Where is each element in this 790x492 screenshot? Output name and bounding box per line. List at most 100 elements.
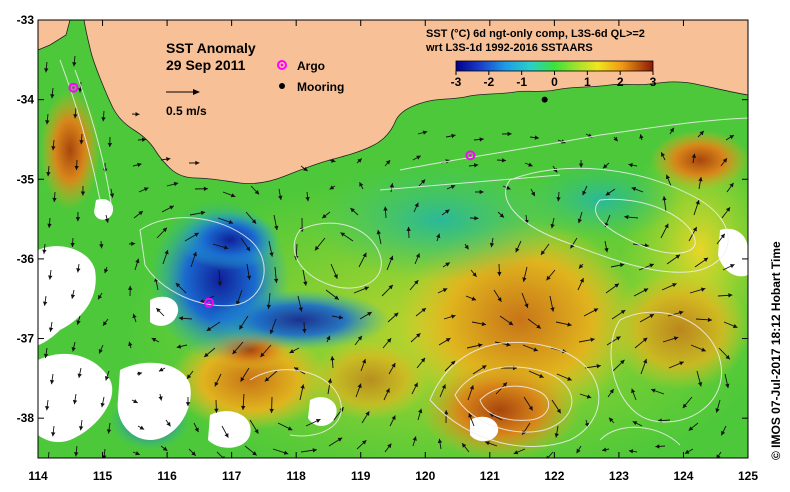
current-arrow-icon	[354, 335, 363, 346]
current-arrow-icon	[555, 321, 572, 327]
current-arrow-icon	[193, 422, 199, 433]
current-arrow-icon	[602, 162, 610, 169]
current-arrow-icon	[128, 241, 136, 247]
current-arrow-icon	[328, 158, 336, 163]
current-arrow-icon	[353, 286, 370, 294]
current-arrow-icon	[690, 344, 706, 352]
current-arrow-icon	[297, 295, 303, 312]
current-arrow-icon	[437, 288, 448, 294]
current-arrow-icon	[441, 209, 450, 216]
current-vectors	[42, 55, 738, 458]
current-arrow-icon	[605, 188, 616, 196]
current-arrow-icon	[222, 191, 236, 198]
x-axis: 114 115 116 117 118 119 120 121 122 123 124 125	[28, 20, 758, 483]
current-arrow-icon	[628, 162, 638, 168]
current-arrow-icon	[277, 422, 293, 431]
argo-float-icon	[204, 297, 215, 308]
current-arrow-icon	[613, 136, 619, 142]
current-arrow-icon	[577, 211, 583, 224]
current-arrow-icon	[48, 269, 53, 280]
x-tick-label: 116	[157, 469, 177, 483]
current-arrow-icon	[384, 159, 391, 167]
x-tick-label: 120	[415, 469, 435, 483]
current-arrow-icon	[156, 227, 168, 239]
current-arrow-icon	[414, 253, 420, 265]
current-arrow-icon	[633, 288, 649, 297]
current-arrow-icon	[602, 447, 610, 452]
current-arrow-icon	[43, 347, 49, 359]
current-arrow-icon	[497, 263, 502, 277]
colorbar-tick-label: -2	[483, 75, 494, 89]
current-arrow-icon	[522, 266, 528, 282]
current-arrow-icon	[631, 187, 644, 193]
current-arrow-icon	[461, 442, 470, 453]
current-arrow-icon	[556, 191, 561, 202]
current-arrow-icon	[266, 292, 272, 309]
current-arrow-icon	[305, 191, 310, 202]
current-arrow-icon	[78, 419, 84, 431]
current-arrow-icon	[376, 229, 382, 245]
current-arrow-icon	[214, 373, 222, 387]
current-arrow-icon	[104, 214, 110, 223]
current-arrow-icon	[389, 183, 394, 193]
current-arrow-icon	[73, 107, 78, 119]
current-arrow-icon	[416, 357, 426, 369]
current-arrow-icon	[524, 162, 533, 167]
current-arrow-icon	[250, 185, 260, 195]
current-arrow-icon	[268, 240, 274, 257]
current-arrow-icon	[554, 425, 559, 438]
current-arrow-icon	[530, 188, 536, 197]
current-arrow-icon	[158, 393, 163, 401]
current-arrow-icon	[302, 321, 307, 334]
current-arrow-icon	[527, 318, 542, 329]
current-arrow-icon	[160, 445, 168, 452]
current-arrow-icon	[100, 396, 105, 408]
current-arrow-icon	[51, 139, 56, 151]
current-arrow-icon	[327, 378, 333, 395]
current-arrow-icon	[49, 373, 55, 385]
current-arrow-icon	[300, 448, 317, 453]
current-arrow-icon	[628, 449, 638, 454]
current-arrow-icon	[387, 312, 399, 323]
current-arrow-icon	[42, 295, 48, 306]
current-arrow-icon	[361, 411, 370, 424]
current-arrow-icon	[502, 185, 511, 190]
current-arrow-icon	[474, 189, 484, 195]
current-arrow-icon	[639, 134, 644, 141]
current-arrow-icon	[578, 159, 584, 168]
current-arrow-icon	[638, 263, 655, 271]
current-arrow-icon	[696, 370, 703, 387]
current-arrow-icon	[132, 313, 137, 323]
current-arrow-icon	[493, 289, 502, 302]
colorbar-title-2: wrt L3S-1d 1992-2016 SSTAARS	[425, 42, 593, 54]
current-arrow-icon	[660, 152, 666, 161]
current-arrow-icon	[715, 399, 721, 413]
current-arrow-icon	[724, 373, 730, 389]
current-arrow-icon	[134, 258, 140, 271]
current-arrow-icon	[415, 307, 427, 317]
current-arrow-icon	[549, 295, 555, 312]
current-arrow-icon	[240, 237, 251, 252]
current-arrow-icon	[499, 315, 514, 326]
current-arrow-icon	[515, 240, 522, 253]
current-arrow-icon	[522, 344, 539, 352]
current-arrow-icon	[489, 237, 495, 248]
current-arrow-icon	[551, 399, 562, 414]
current-arrow-icon	[76, 315, 81, 325]
current-arrow-icon	[127, 285, 133, 297]
current-arrow-icon	[417, 130, 428, 135]
current-arrow-icon	[528, 370, 544, 378]
current-arrow-icon	[98, 344, 104, 354]
current-arrow-icon	[178, 316, 193, 321]
x-tick-label: 125	[738, 469, 758, 483]
current-arrow-icon	[289, 347, 300, 354]
current-arrow-icon	[166, 181, 179, 187]
current-arrow-icon	[185, 396, 191, 407]
current-arrow-icon	[175, 282, 187, 294]
current-arrow-icon	[667, 310, 684, 317]
current-arrow-icon	[131, 399, 138, 404]
current-arrow-icon	[666, 254, 681, 265]
current-arrow-icon	[467, 385, 474, 401]
current-arrow-icon	[466, 343, 483, 349]
current-arrow-icon	[722, 263, 735, 271]
